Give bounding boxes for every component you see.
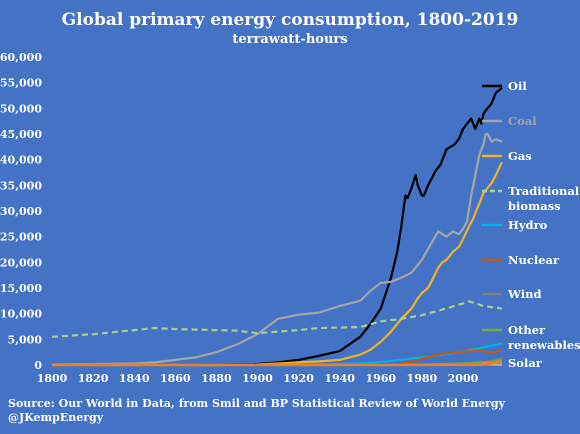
- y-tick-label: 55,000: [0, 77, 42, 90]
- y-tick-label: 60,000: [0, 51, 42, 64]
- source-line: Source: Our World in Data, from Smil and…: [8, 397, 505, 410]
- series-line: [52, 161, 503, 367]
- legend-label: Gas: [508, 149, 532, 163]
- legend-label: Hydro: [508, 218, 548, 232]
- y-tick-label: 15,000: [0, 282, 42, 295]
- legend-label: Oil: [508, 79, 527, 93]
- series-line: [51, 132, 503, 366]
- y-tick-label: 35,000: [0, 179, 42, 192]
- y-tick-label: 5,000: [8, 333, 43, 346]
- legend-label: Solar: [508, 356, 543, 370]
- chart-subtitle: terrawatt-hours: [232, 32, 348, 47]
- y-tick-label: 30,000: [0, 205, 42, 218]
- legend-label: Other: [508, 323, 546, 337]
- y-tick-label: 25,000: [0, 231, 42, 244]
- x-tick-label: 1940: [324, 372, 355, 385]
- legend-label: biomass: [508, 199, 561, 213]
- series-line: [52, 86, 503, 367]
- legend-label: Wind: [507, 287, 541, 301]
- y-tick-label: 20,000: [0, 256, 42, 269]
- legend-label: Coal: [508, 114, 537, 128]
- x-tick-label: 1820: [78, 372, 109, 385]
- x-tick-label: 1860: [160, 372, 191, 385]
- legend-label: Traditional: [508, 184, 580, 198]
- author-handle: @JKempEnergy: [8, 411, 104, 424]
- y-tick-label: 0: [34, 359, 42, 372]
- legend-label: renewables: [508, 338, 580, 352]
- legend-label: Nuclear: [508, 253, 560, 267]
- x-tick-label: 2000: [448, 372, 479, 385]
- y-tick-label: 10,000: [0, 308, 42, 321]
- x-tick-label: 1980: [407, 372, 438, 385]
- source-note: Source: Our World in Data, from Smil and…: [8, 397, 568, 425]
- chart-title: Global primary energy consumption, 1800-…: [61, 10, 519, 30]
- x-tick-label: 1920: [283, 372, 314, 385]
- x-tick-label: 1840: [119, 372, 150, 385]
- y-tick-label: 50,000: [0, 102, 42, 115]
- x-tick-label: 1960: [365, 372, 396, 385]
- x-tick-label: 1880: [201, 372, 232, 385]
- y-tick-label: 45,000: [0, 128, 42, 141]
- x-tick-label: 1900: [242, 372, 273, 385]
- x-tick-label: 1800: [37, 372, 68, 385]
- series-line: [51, 300, 503, 338]
- y-tick-label: 40,000: [0, 154, 42, 167]
